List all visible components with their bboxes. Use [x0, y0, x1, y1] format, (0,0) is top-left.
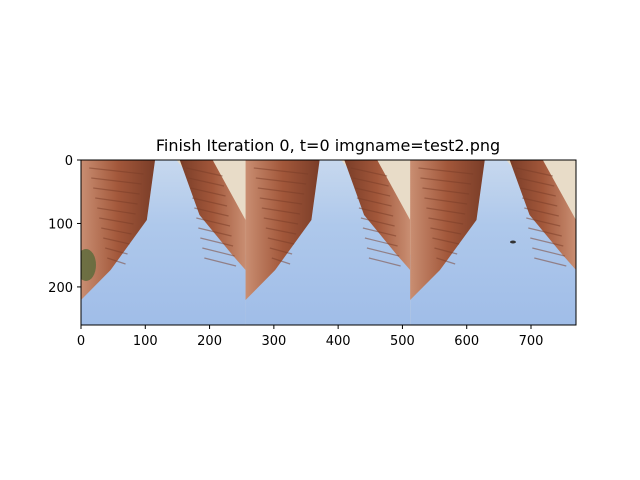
x-tick-label: 0	[77, 334, 85, 349]
x-tick-label: 500	[390, 334, 415, 349]
y-tick-label: 200	[48, 281, 73, 296]
axes-frame	[80, 159, 577, 326]
image-panel	[245, 160, 411, 325]
x-tick-label: 600	[454, 334, 479, 349]
figure-title: Finish Iteration 0, t=0 imgname=test2.pn…	[156, 136, 500, 155]
x-tick-label: 100	[133, 334, 158, 349]
x-tick-label: 200	[197, 334, 222, 349]
y-axis: 0 100 200	[48, 154, 81, 296]
y-tick-label: 100	[48, 217, 73, 232]
image-panels	[81, 160, 576, 325]
x-tick-label: 400	[326, 334, 351, 349]
y-tick-label: 0	[65, 154, 73, 169]
image-panel	[81, 160, 246, 325]
image-panel	[410, 160, 576, 325]
x-tick-label: 700	[519, 334, 544, 349]
x-axis: 0 100 200 300 400 500 600 700	[77, 325, 544, 349]
x-tick-label: 300	[261, 334, 286, 349]
